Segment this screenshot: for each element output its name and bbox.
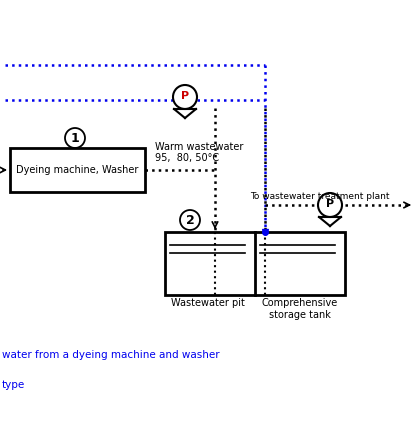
Text: 2: 2 — [186, 213, 194, 227]
Text: Dyeing machine, Washer: Dyeing machine, Washer — [16, 165, 139, 175]
Text: To wastewater treatment plant: To wastewater treatment plant — [250, 191, 390, 201]
Text: 95,  80, 50°C: 95, 80, 50°C — [155, 153, 219, 163]
Text: Warm wastewater: Warm wastewater — [155, 142, 243, 152]
Text: Comprehensive
storage tank: Comprehensive storage tank — [262, 298, 338, 319]
Text: Wastewater pit: Wastewater pit — [171, 298, 245, 308]
Bar — [10, 148, 145, 192]
Text: P: P — [181, 91, 189, 101]
Text: 1: 1 — [71, 132, 79, 144]
Bar — [165, 232, 345, 295]
Text: type: type — [2, 380, 25, 390]
Text: water from a dyeing machine and washer: water from a dyeing machine and washer — [2, 350, 220, 360]
Text: P: P — [326, 199, 334, 209]
